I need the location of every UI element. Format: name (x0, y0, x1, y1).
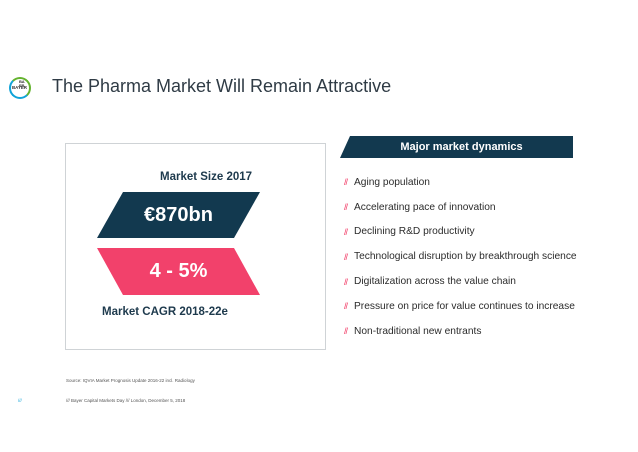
logo-text-vertical: BA ER (19, 79, 25, 88)
bullet-marker-icon: // (344, 202, 348, 213)
dynamics-header: Major market dynamics (340, 136, 573, 158)
bullet-marker-icon: // (344, 251, 348, 262)
source-note: Source: IQVIA Market Prognosis Update 20… (66, 378, 195, 383)
dynamics-list: // Aging population // Accelerating pace… (344, 170, 577, 344)
bullet-marker-icon: // (344, 326, 348, 337)
market-size-label: Market Size 2017 (160, 171, 253, 183)
list-item-text: Non-traditional new entrants (354, 325, 482, 337)
slide-title: The Pharma Market Will Remain Attractive (52, 76, 392, 96)
list-item-text: Digitalization across the value chain (354, 276, 516, 288)
list-item: // Digitalization across the value chain (344, 269, 577, 294)
market-panel (65, 143, 326, 350)
list-item: // Declining R&D productivity (344, 220, 577, 245)
logo-text-horizontal: BAYER (12, 85, 27, 90)
dynamics-header-label: Major market dynamics (400, 141, 523, 153)
list-item: // Aging population (344, 170, 577, 195)
market-cagr-banner: 4 - 5% (97, 248, 260, 295)
list-item: // Non-traditional new entrants (344, 319, 577, 344)
market-cagr-value: 4 - 5% (149, 260, 208, 282)
list-item-text: Aging population (354, 176, 430, 188)
footer-text: /// Bayer Capital Markets Day /// London… (66, 398, 186, 403)
market-size-banner: €870bn (97, 192, 260, 238)
list-item-text: Declining R&D productivity (354, 226, 475, 238)
list-item-text: Technological disruption by breakthrough… (354, 251, 577, 263)
list-item-text: Accelerating pace of innovation (354, 201, 496, 213)
list-item: // Technological disruption by breakthro… (344, 244, 577, 269)
bayer-logo: BA ER BAYER (9, 77, 31, 99)
page-number: /// (18, 398, 22, 403)
list-item-text: Pressure on price for value continues to… (354, 300, 575, 312)
market-cagr-label: Market CAGR 2018-22e (102, 306, 228, 318)
bullet-marker-icon: // (344, 301, 348, 312)
list-item: // Accelerating pace of innovation (344, 195, 577, 220)
bullet-marker-icon: // (344, 177, 348, 188)
list-item: // Pressure on price for value continues… (344, 294, 577, 319)
bullet-marker-icon: // (344, 276, 348, 287)
bullet-marker-icon: // (344, 226, 348, 237)
market-size-value: €870bn (144, 203, 213, 226)
